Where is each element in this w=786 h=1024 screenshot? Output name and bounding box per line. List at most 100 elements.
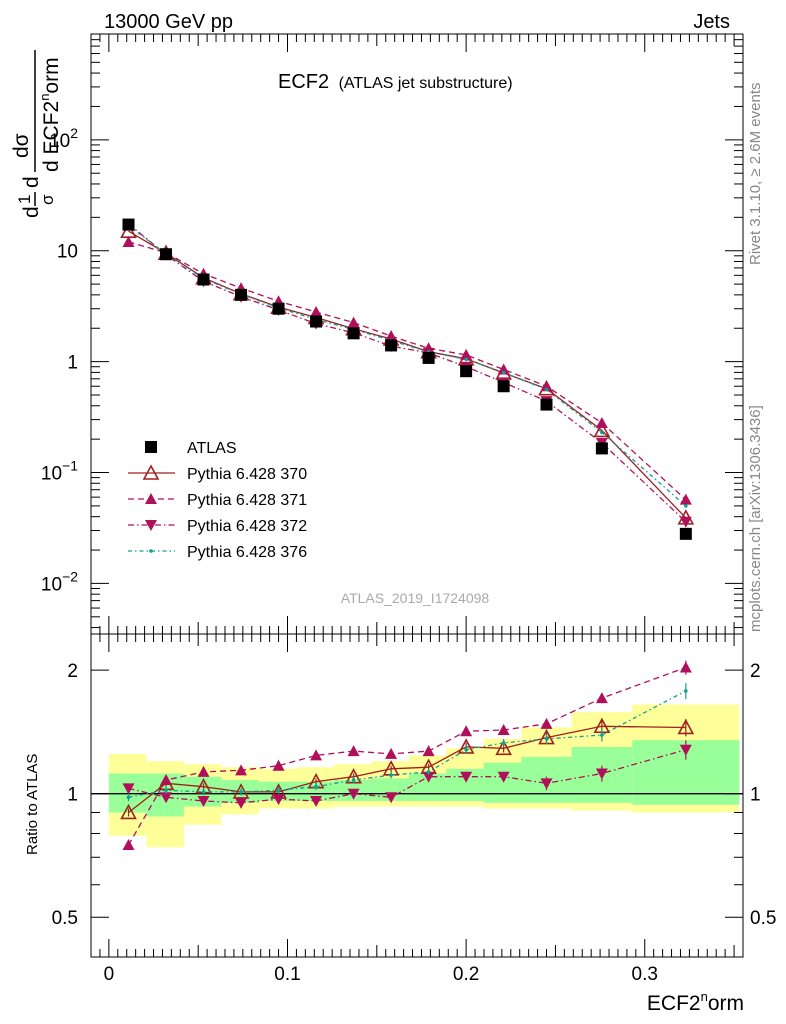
legend-marker-4	[149, 549, 153, 553]
ylabel-dvar-sup: n	[37, 94, 52, 101]
xlabel: ECF2norm	[647, 989, 744, 1015]
header-left: 13000 GeV pp	[104, 11, 233, 33]
data-point-0	[122, 218, 135, 231]
data-point-2	[679, 493, 692, 505]
ratio-point-3	[276, 788, 281, 792]
ratio-point-3	[684, 689, 688, 693]
watermark: ATLAS_2019_I1724098	[341, 590, 490, 606]
ratio-point-1	[272, 759, 285, 771]
legend-label-0: ATLAS	[187, 440, 237, 457]
data-point-0	[272, 302, 285, 315]
ratio-point-2	[310, 795, 323, 807]
data-point-0	[385, 339, 398, 352]
xlabel-sup: n	[701, 989, 708, 1004]
legend-marker-2	[145, 493, 157, 504]
y-tick-label: 102	[49, 125, 78, 152]
legend-marker-0	[145, 441, 157, 453]
y-tick-label: 10−1	[41, 458, 78, 485]
data-point-4	[464, 357, 468, 362]
ratio-line-1	[127, 666, 687, 846]
ratio-point-1	[679, 661, 692, 673]
data-point-2	[540, 380, 553, 392]
ylabel-main: d 1 σ d dσ d ECF2norm	[10, 50, 63, 218]
data-point-0	[679, 527, 692, 540]
ratio-point-2	[235, 797, 248, 809]
ratio-line-2	[128, 749, 686, 804]
data-point-4	[684, 504, 688, 508]
ratio-point-2	[272, 794, 285, 806]
data-point-0	[540, 398, 553, 411]
axes-layer: 0 0.1 0.2 0.3 10−2 10−1 1 10 102 0.5 0.5 1 1 2 2	[41, 33, 776, 985]
data-point-0	[422, 351, 435, 364]
x-tick-label: 0.1	[274, 964, 300, 985]
series-line-2	[128, 241, 687, 501]
ratio-point-3	[351, 778, 356, 782]
data-point-1	[593, 421, 611, 438]
ratio-point-2	[197, 795, 210, 807]
ylabel-dvar-base: d ECF2	[40, 101, 63, 172]
ratio-point-1	[122, 838, 135, 850]
side-text-bottom: mcplots.cern.ch [arXiv:1306.3436]	[747, 405, 764, 632]
data-point-2	[310, 306, 323, 318]
ratio-point-3	[126, 795, 131, 800]
ratio-point-2	[385, 792, 398, 804]
ylabel-dvar: d ECF2norm	[37, 57, 63, 172]
ratio-line-3	[128, 690, 687, 798]
x-tick-label: 0.2	[453, 964, 479, 985]
data-point-3	[679, 516, 692, 528]
x-tick-label: 0	[104, 964, 115, 985]
ratio-point-2	[679, 744, 692, 756]
ratio-point-1	[497, 723, 510, 735]
ratio-point-2	[460, 771, 473, 783]
title-sub: (ATLAS jet substructure)	[339, 75, 513, 92]
ratio-y-tick-label-right: 2	[750, 661, 761, 682]
ratio-point-1	[460, 725, 473, 737]
ratio-point-1	[422, 745, 435, 757]
ratio-point-3	[314, 784, 318, 789]
data-point-2	[385, 330, 398, 342]
ratio-point-3	[164, 788, 168, 792]
ratio-point-3	[426, 770, 431, 774]
ratio-y-tick-label: 2	[67, 661, 78, 682]
x-tick-label: 0.3	[632, 964, 658, 985]
ylabel-d2: d	[20, 176, 43, 188]
ratio-y-tick-label-right: 1	[750, 785, 761, 806]
y-tick-label: 1	[67, 353, 78, 374]
ratio-point-1	[347, 745, 360, 757]
series-line-4	[128, 225, 687, 507]
series-line-3	[128, 223, 687, 523]
band-inner	[296, 781, 334, 801]
data-point-0	[160, 248, 173, 261]
xlabel-base: ECF2	[647, 992, 701, 1015]
ratio-point-2	[422, 771, 435, 783]
ratio-y-tick-label: 0.5	[52, 908, 78, 929]
ratio-point-1	[197, 765, 210, 777]
ratio-point-3	[201, 790, 206, 794]
data-point-4	[544, 387, 549, 392]
ratio-point-3	[600, 733, 604, 737]
ratio-point-2	[540, 778, 553, 790]
header-right: Jets	[693, 11, 730, 33]
ratio-point-3	[544, 737, 549, 741]
ratio-series-layer	[120, 660, 695, 850]
ratio-point-1	[595, 692, 608, 704]
ratio-point-0	[677, 718, 695, 735]
ratio-y-tick-label: 1	[67, 785, 78, 806]
title-main: ECF2	[278, 71, 329, 93]
data-point-2	[460, 348, 473, 360]
plot-title: ECF2 (ATLAS jet substructure)	[278, 71, 513, 93]
data-point-0	[460, 365, 473, 378]
ratio-point-3	[501, 741, 506, 745]
ratio-line-0	[128, 725, 686, 814]
legend-label-1: Pythia 6.428 370	[187, 466, 307, 483]
ratio-point-2	[595, 768, 608, 780]
y-tick-label: 10−2	[41, 568, 78, 595]
data-point-0	[347, 327, 360, 340]
xlabel-tail: orm	[708, 992, 744, 1015]
data-point-4	[600, 430, 604, 435]
legend: ATLAS Pythia 6.428 370 Pythia 6.428 371 Pyt…	[128, 440, 307, 561]
ratio-point-3	[389, 773, 393, 777]
legend-label-4: Pythia 6.428 376	[187, 544, 307, 561]
ratio-point-1	[385, 747, 398, 759]
